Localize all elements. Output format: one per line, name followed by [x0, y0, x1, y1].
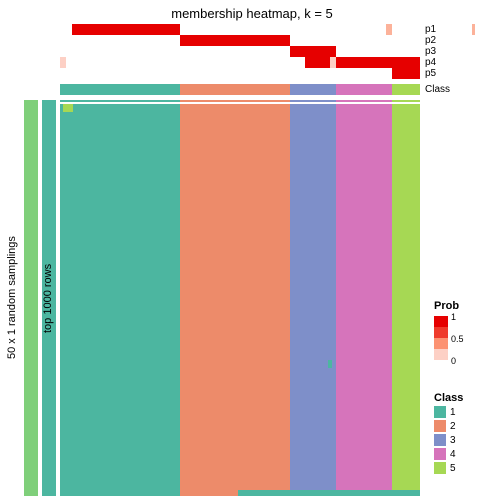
sampling-label: 50 x 1 random samplings [6, 140, 18, 456]
membership-row [60, 68, 420, 79]
membership-row [60, 46, 420, 57]
matrix-label: p2 [425, 35, 436, 46]
prob-legend-title: Prob [434, 300, 475, 312]
membership-row [60, 57, 420, 68]
class-strip [60, 84, 420, 95]
membership-row [60, 24, 420, 35]
prob-gradient [434, 316, 448, 371]
membership-row [60, 35, 420, 46]
matrix-label: p1 [425, 24, 436, 35]
class-legend-item: 5 [434, 462, 463, 474]
matrix-label: p5 [425, 68, 436, 79]
matrix-label: Class [425, 84, 450, 95]
class-legend-item: 4 [434, 448, 463, 460]
matrix-label: p4 [425, 57, 436, 68]
heatmap-body [60, 100, 420, 496]
prob-legend: Prob 10.50 [434, 300, 475, 371]
class-legend-title: Class [434, 392, 463, 404]
class-legend-item: 2 [434, 420, 463, 432]
matrix-label: p3 [425, 46, 436, 57]
rows-label: top 1000 rows [42, 140, 54, 456]
class-legend: Class 1 2 3 4 5 [434, 392, 463, 474]
class-legend-item: 1 [434, 406, 463, 418]
sampling-column [24, 100, 38, 496]
page-title: membership heatmap, k = 5 [0, 6, 504, 21]
class-legend-item: 3 [434, 434, 463, 446]
